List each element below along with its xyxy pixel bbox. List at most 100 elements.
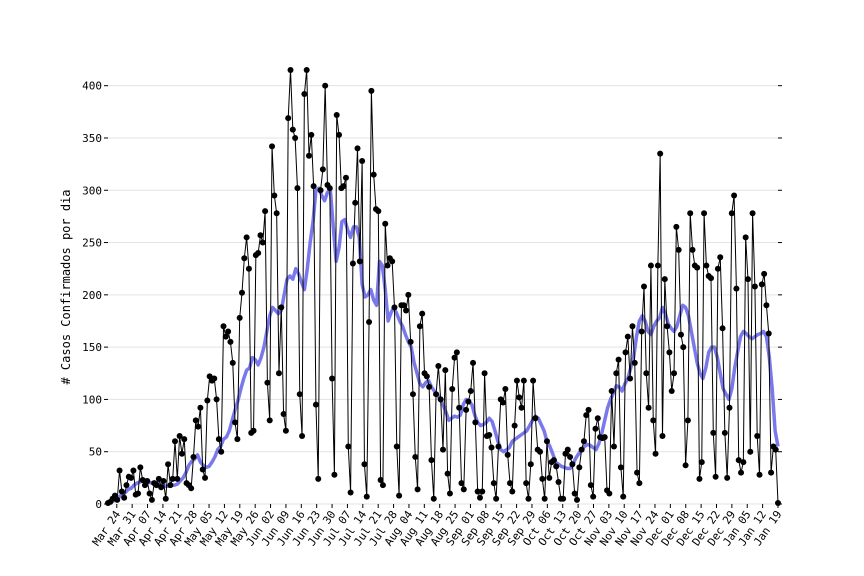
data-point bbox=[236, 314, 243, 321]
data-point bbox=[701, 210, 708, 217]
data-point bbox=[476, 494, 483, 501]
data-point bbox=[740, 459, 747, 466]
data-point bbox=[615, 356, 622, 363]
data-point bbox=[631, 359, 638, 366]
data-point bbox=[433, 391, 440, 398]
data-point bbox=[220, 323, 227, 330]
data-point bbox=[301, 91, 308, 98]
data-point bbox=[266, 417, 273, 424]
data-point bbox=[708, 275, 714, 282]
data-point bbox=[319, 166, 326, 173]
data-point bbox=[287, 67, 294, 73]
data-point bbox=[296, 391, 303, 398]
data-point bbox=[384, 262, 391, 269]
data-point bbox=[638, 328, 645, 335]
data-point bbox=[257, 232, 264, 239]
data-point bbox=[192, 417, 199, 424]
data-point bbox=[479, 488, 486, 495]
data-point bbox=[523, 480, 530, 487]
data-point bbox=[511, 422, 518, 429]
data-point bbox=[349, 260, 356, 267]
data-point bbox=[312, 401, 319, 408]
data-point bbox=[502, 385, 509, 392]
data-point bbox=[666, 349, 673, 356]
data-point bbox=[155, 475, 162, 482]
data-point bbox=[409, 391, 416, 398]
data-point bbox=[178, 450, 185, 457]
data-point bbox=[758, 281, 765, 288]
data-point bbox=[190, 453, 197, 460]
data-point bbox=[574, 496, 580, 503]
data-point bbox=[470, 359, 477, 366]
data-point bbox=[583, 412, 590, 419]
data-point bbox=[772, 446, 779, 453]
data-point bbox=[322, 82, 329, 89]
data-point bbox=[396, 492, 403, 499]
data-point bbox=[135, 490, 142, 497]
data-point bbox=[278, 304, 285, 311]
data-point bbox=[264, 379, 271, 386]
daily-cases-points bbox=[105, 67, 781, 506]
data-point bbox=[306, 152, 312, 159]
data-point bbox=[259, 239, 266, 246]
y-axis-ticks: 0 50 100 150 200 250 300 350 400 bbox=[82, 80, 782, 511]
data-point bbox=[419, 310, 426, 317]
data-point bbox=[359, 157, 366, 164]
data-point bbox=[622, 349, 629, 356]
data-point bbox=[292, 134, 299, 141]
data-point bbox=[165, 461, 172, 468]
data-point bbox=[269, 143, 276, 150]
data-point bbox=[354, 145, 361, 152]
data-point bbox=[162, 495, 169, 502]
data-point bbox=[742, 234, 749, 241]
data-point bbox=[144, 477, 151, 484]
data-point bbox=[356, 258, 363, 265]
y-tick-label: 0 bbox=[95, 498, 102, 511]
data-point bbox=[775, 499, 781, 506]
data-point bbox=[400, 302, 407, 309]
data-point bbox=[567, 453, 574, 460]
data-point bbox=[426, 383, 433, 390]
data-point bbox=[541, 495, 548, 502]
data-point bbox=[738, 469, 745, 476]
data-point bbox=[451, 354, 458, 361]
data-point bbox=[222, 333, 229, 340]
data-point bbox=[271, 192, 278, 199]
data-point bbox=[250, 427, 257, 434]
data-point bbox=[130, 467, 137, 474]
data-point bbox=[744, 276, 751, 283]
data-point bbox=[525, 495, 532, 502]
data-point bbox=[167, 482, 174, 489]
data-point bbox=[613, 370, 620, 377]
data-point bbox=[486, 431, 493, 438]
data-point bbox=[139, 476, 146, 483]
y-tick-label: 50 bbox=[89, 446, 102, 459]
data-point bbox=[504, 451, 511, 458]
data-point bbox=[518, 404, 525, 411]
data-point bbox=[585, 406, 592, 413]
y-tick-label: 100 bbox=[82, 393, 102, 406]
data-point bbox=[160, 477, 167, 484]
data-point bbox=[495, 443, 502, 450]
data-point bbox=[391, 304, 398, 311]
data-point bbox=[550, 457, 557, 464]
data-point bbox=[564, 446, 571, 453]
data-point bbox=[659, 433, 666, 440]
data-point bbox=[761, 270, 768, 277]
data-point bbox=[587, 482, 594, 489]
data-point bbox=[675, 246, 682, 253]
data-point bbox=[629, 323, 636, 330]
data-point bbox=[721, 429, 728, 436]
data-point bbox=[340, 183, 347, 190]
data-point bbox=[726, 404, 733, 411]
data-point bbox=[668, 388, 675, 395]
data-point bbox=[684, 417, 691, 424]
data-point bbox=[181, 436, 188, 443]
data-point bbox=[717, 254, 724, 261]
data-point bbox=[347, 489, 354, 496]
data-point bbox=[578, 446, 585, 453]
data-point bbox=[303, 67, 310, 73]
data-point bbox=[218, 448, 225, 455]
data-point bbox=[243, 234, 250, 241]
